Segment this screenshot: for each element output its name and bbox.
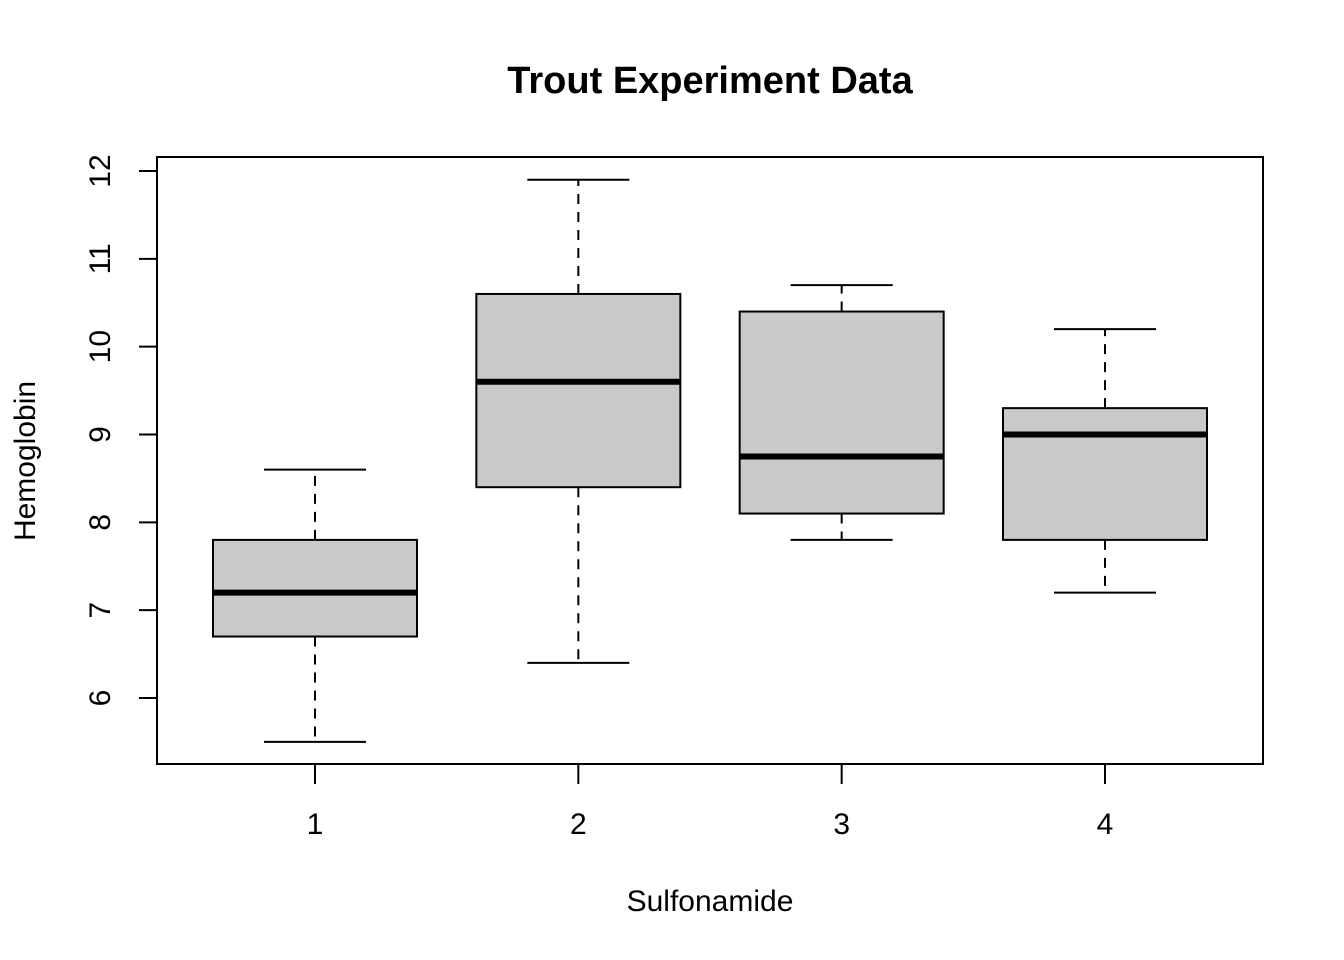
x-tick-label-1: 1: [307, 808, 324, 841]
x-axis-label: Sulfonamide: [627, 885, 794, 918]
iqr-box-3: [738, 310, 945, 515]
x-tick-label-3: 3: [833, 808, 850, 841]
y-axis: 6 7 8 9 10 11 12: [84, 154, 158, 707]
y-tick-label-12: 12: [84, 154, 117, 187]
boxplot-boxes: [212, 178, 1208, 743]
y-tick-label-10: 10: [84, 330, 117, 363]
y-tick-label-6: 6: [84, 690, 117, 707]
y-axis-label: Hemoglobin: [9, 381, 42, 541]
x-axis: 1 2 3 4: [307, 763, 1114, 841]
iqr-box-2: [475, 292, 682, 489]
box-group-1: [212, 468, 418, 743]
x-tick-label-4: 4: [1097, 808, 1114, 841]
chart-title: Trout Experiment Data: [507, 60, 913, 102]
iqr-box-1: [212, 538, 418, 638]
x-tick-label-2: 2: [570, 808, 587, 841]
y-tick-label-8: 8: [84, 514, 117, 531]
box-group-2: [475, 178, 682, 664]
box-group-4: [1002, 328, 1208, 594]
y-tick-label-7: 7: [84, 602, 117, 619]
iqr-box-4: [1002, 407, 1208, 541]
box-group-3: [738, 284, 945, 541]
y-tick-label-9: 9: [84, 426, 117, 443]
y-tick-label-11: 11: [84, 243, 117, 274]
